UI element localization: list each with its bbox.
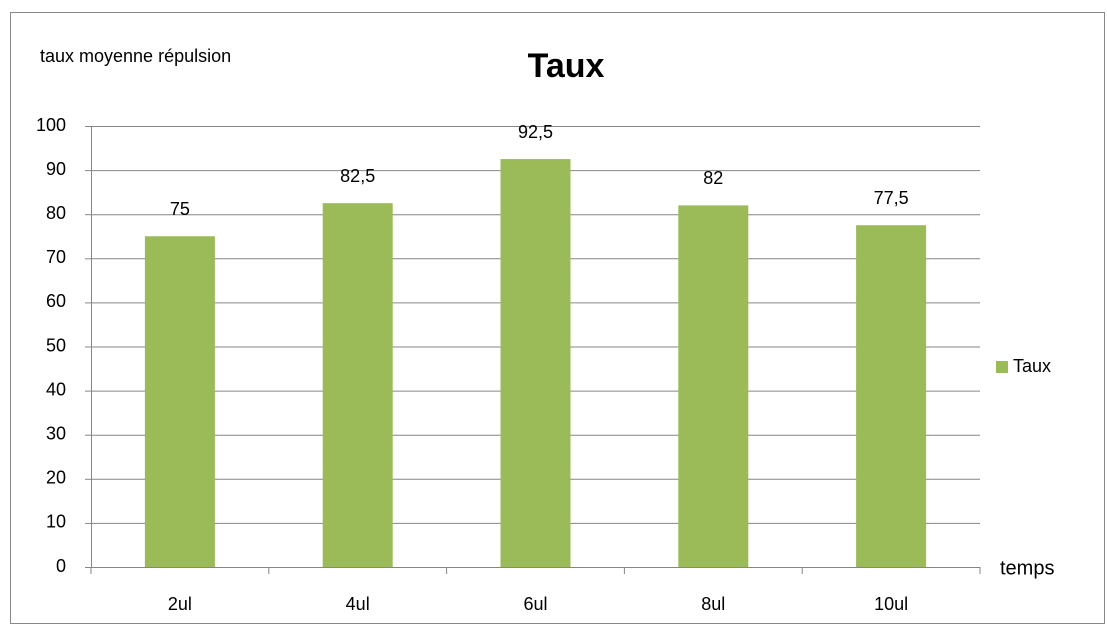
bar [856, 225, 927, 567]
bar [678, 205, 749, 567]
x-axis-label: temps [1000, 557, 1054, 579]
data-label: 82 [703, 168, 723, 188]
y-tick-label: 100 [36, 115, 66, 135]
data-label: 77,5 [874, 188, 909, 208]
y-tick-label: 60 [46, 291, 66, 311]
x-tick-label: 4ul [346, 594, 370, 614]
bar [144, 236, 215, 567]
chart-title: Taux [528, 47, 605, 85]
y-tick-label: 10 [46, 512, 66, 532]
y-tick-label: 40 [46, 379, 66, 399]
y-axis-label: taux moyenne répulsion [40, 46, 231, 66]
bar [322, 203, 393, 568]
y-tick-label: 20 [46, 468, 66, 488]
y-tick-label: 30 [46, 423, 66, 443]
x-tick-label: 8ul [701, 594, 725, 614]
bar [500, 159, 571, 567]
y-tick-label: 80 [46, 203, 66, 223]
y-tick-label: 90 [46, 159, 66, 179]
y-tick-label: 50 [46, 335, 66, 355]
x-tick-label: 10ul [874, 594, 908, 614]
data-label: 92,5 [518, 122, 553, 142]
x-tick-label: 2ul [168, 594, 192, 614]
legend-label: Taux [1013, 356, 1051, 376]
legend-swatch [996, 361, 1008, 373]
data-label: 75 [170, 199, 190, 219]
data-label: 82,5 [340, 166, 375, 186]
x-tick-label: 6ul [523, 594, 547, 614]
y-tick-label: 0 [56, 556, 66, 576]
y-tick-label: 70 [46, 247, 66, 267]
